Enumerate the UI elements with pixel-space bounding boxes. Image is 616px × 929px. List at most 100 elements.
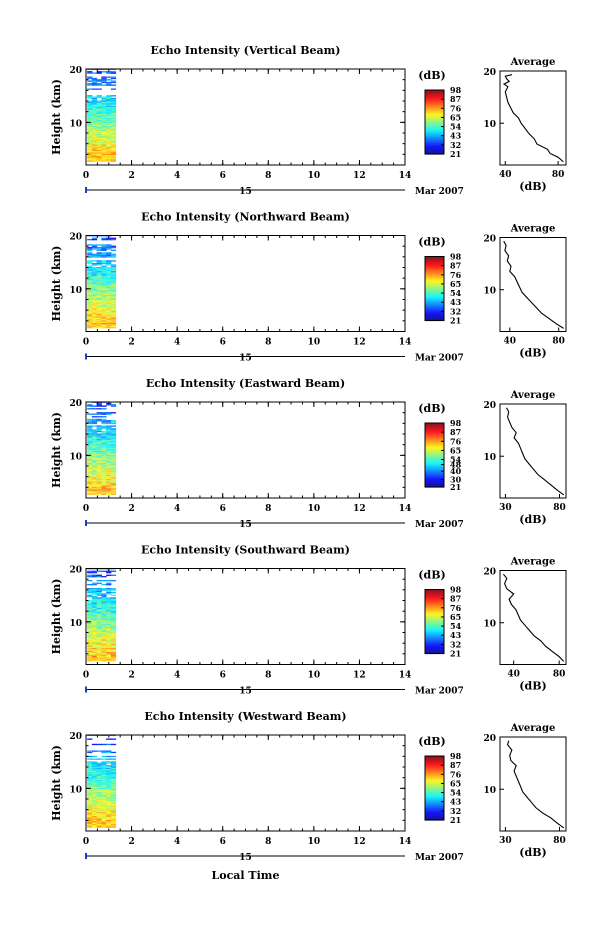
heatmap-cell (87, 783, 93, 786)
heatmap-cell (101, 469, 107, 471)
avg-y-tick-label: 10 (483, 620, 496, 630)
heatmap-cell (101, 769, 107, 771)
heatmap-cell (91, 160, 98, 162)
heatmap-cell (96, 405, 102, 407)
heatmap-cell (101, 474, 107, 477)
heatmap-cell (110, 603, 117, 606)
heatmap-cell (87, 615, 93, 618)
heatmap-cell (110, 441, 117, 443)
heatmap-cell (106, 464, 112, 466)
heatmap-cell (91, 139, 98, 141)
heatmap-cell (96, 426, 102, 429)
heatmap-cell (91, 583, 98, 586)
heatmap-cell (110, 324, 117, 326)
heatmap-cell (96, 123, 102, 125)
heatmap-cell (110, 646, 117, 648)
heatmap-cell (110, 266, 117, 269)
heatmap-cell (91, 779, 98, 782)
heatmap-cell (110, 651, 117, 654)
heatmap-cell (101, 113, 107, 116)
colorbar-segment (425, 600, 444, 603)
heatmap-cell (106, 813, 112, 815)
heatmap-cell (106, 266, 112, 269)
heatmap-cell (91, 432, 98, 434)
heatmap-cell (110, 281, 117, 283)
heatmap-cell (101, 646, 107, 648)
heatmap-cell (91, 246, 98, 249)
heatmap-cell (96, 795, 102, 798)
x-tick-label: 4 (174, 171, 180, 181)
heatmap-cell (87, 305, 93, 307)
heatmap-cell (106, 292, 112, 294)
heatmap-cell (106, 429, 112, 431)
colorbar-unit: (dB) (418, 402, 445, 415)
heatmap-cell (101, 325, 107, 327)
heatmap-cell (87, 650, 93, 652)
heatmap-cell (96, 71, 102, 73)
heatmap-cell (110, 119, 117, 121)
y-tick-label: 10 (69, 619, 82, 629)
heatmap-cell (110, 260, 117, 262)
heatmap-cell (91, 789, 98, 791)
heatmap-cell (106, 488, 112, 490)
heatmap-cell (96, 280, 102, 282)
heatmap-cell (96, 100, 102, 102)
heatmap-cell (101, 486, 107, 489)
colorbar-segment (425, 784, 444, 787)
heatmap-cell (110, 308, 117, 310)
colorbar-segment (425, 282, 444, 285)
heatmap-cell (106, 298, 112, 301)
heatmap-cell (106, 769, 112, 771)
heatmap-cell (87, 637, 93, 639)
heatmap-cell (96, 462, 102, 465)
heatmap-cell (96, 312, 102, 314)
heatmap-cell (91, 408, 98, 410)
heatmap-cell (101, 607, 107, 610)
heatmap-cell (110, 147, 117, 149)
heatmap-cell (91, 326, 98, 329)
heatmap-cell (101, 426, 107, 429)
heatmap-cell (101, 462, 107, 465)
heatmap-cell (106, 826, 112, 828)
heatmap-cell (110, 464, 117, 466)
heatmap-cell (91, 309, 98, 311)
heatmap-cell (101, 246, 107, 249)
heatmap-cell (106, 261, 112, 263)
heatmap-cell (101, 140, 107, 142)
heatmap-cell (91, 128, 98, 130)
heatmap-cell (110, 141, 117, 144)
avg-y-tick-label: 20 (483, 68, 496, 78)
colorbar-segment (425, 813, 444, 816)
heatmap-cell (87, 440, 93, 442)
colorbar-segment (425, 472, 444, 475)
colorbar-segment (425, 645, 444, 648)
heatmap-cell (87, 638, 93, 640)
heatmap-cell (101, 645, 107, 647)
heatmap-cell (110, 653, 117, 655)
heatmap-cell (110, 775, 117, 778)
heatmap-cell (91, 650, 98, 652)
avg-y-tick-label: 10 (483, 120, 496, 130)
heatmap-cell (91, 492, 98, 494)
heatmap-cell (91, 818, 98, 820)
colorbar-segment (425, 757, 444, 760)
heatmap-cell (106, 493, 112, 495)
avg-x-tick-label: 80 (553, 503, 566, 513)
heatmap-cell (96, 286, 102, 289)
heatmap-cell (106, 422, 112, 425)
heatmap-cell (87, 274, 93, 277)
heatmap-cell (96, 625, 102, 627)
heatmap-cell (91, 120, 98, 122)
heatmap-cell (106, 317, 112, 319)
heatmap-cell (91, 817, 98, 819)
heatmap-cell (106, 770, 112, 772)
heatmap-cell (87, 750, 93, 752)
heatmap-cell (91, 125, 98, 128)
heatmap-cell (87, 618, 93, 620)
heatmap-cell (96, 614, 102, 616)
date-month-year: Mar 2007 (415, 354, 464, 364)
heatmap-cell (101, 579, 107, 582)
heatmap-cell (96, 806, 102, 808)
heatmap-cell (110, 797, 117, 799)
heatmap-cell (96, 822, 102, 824)
